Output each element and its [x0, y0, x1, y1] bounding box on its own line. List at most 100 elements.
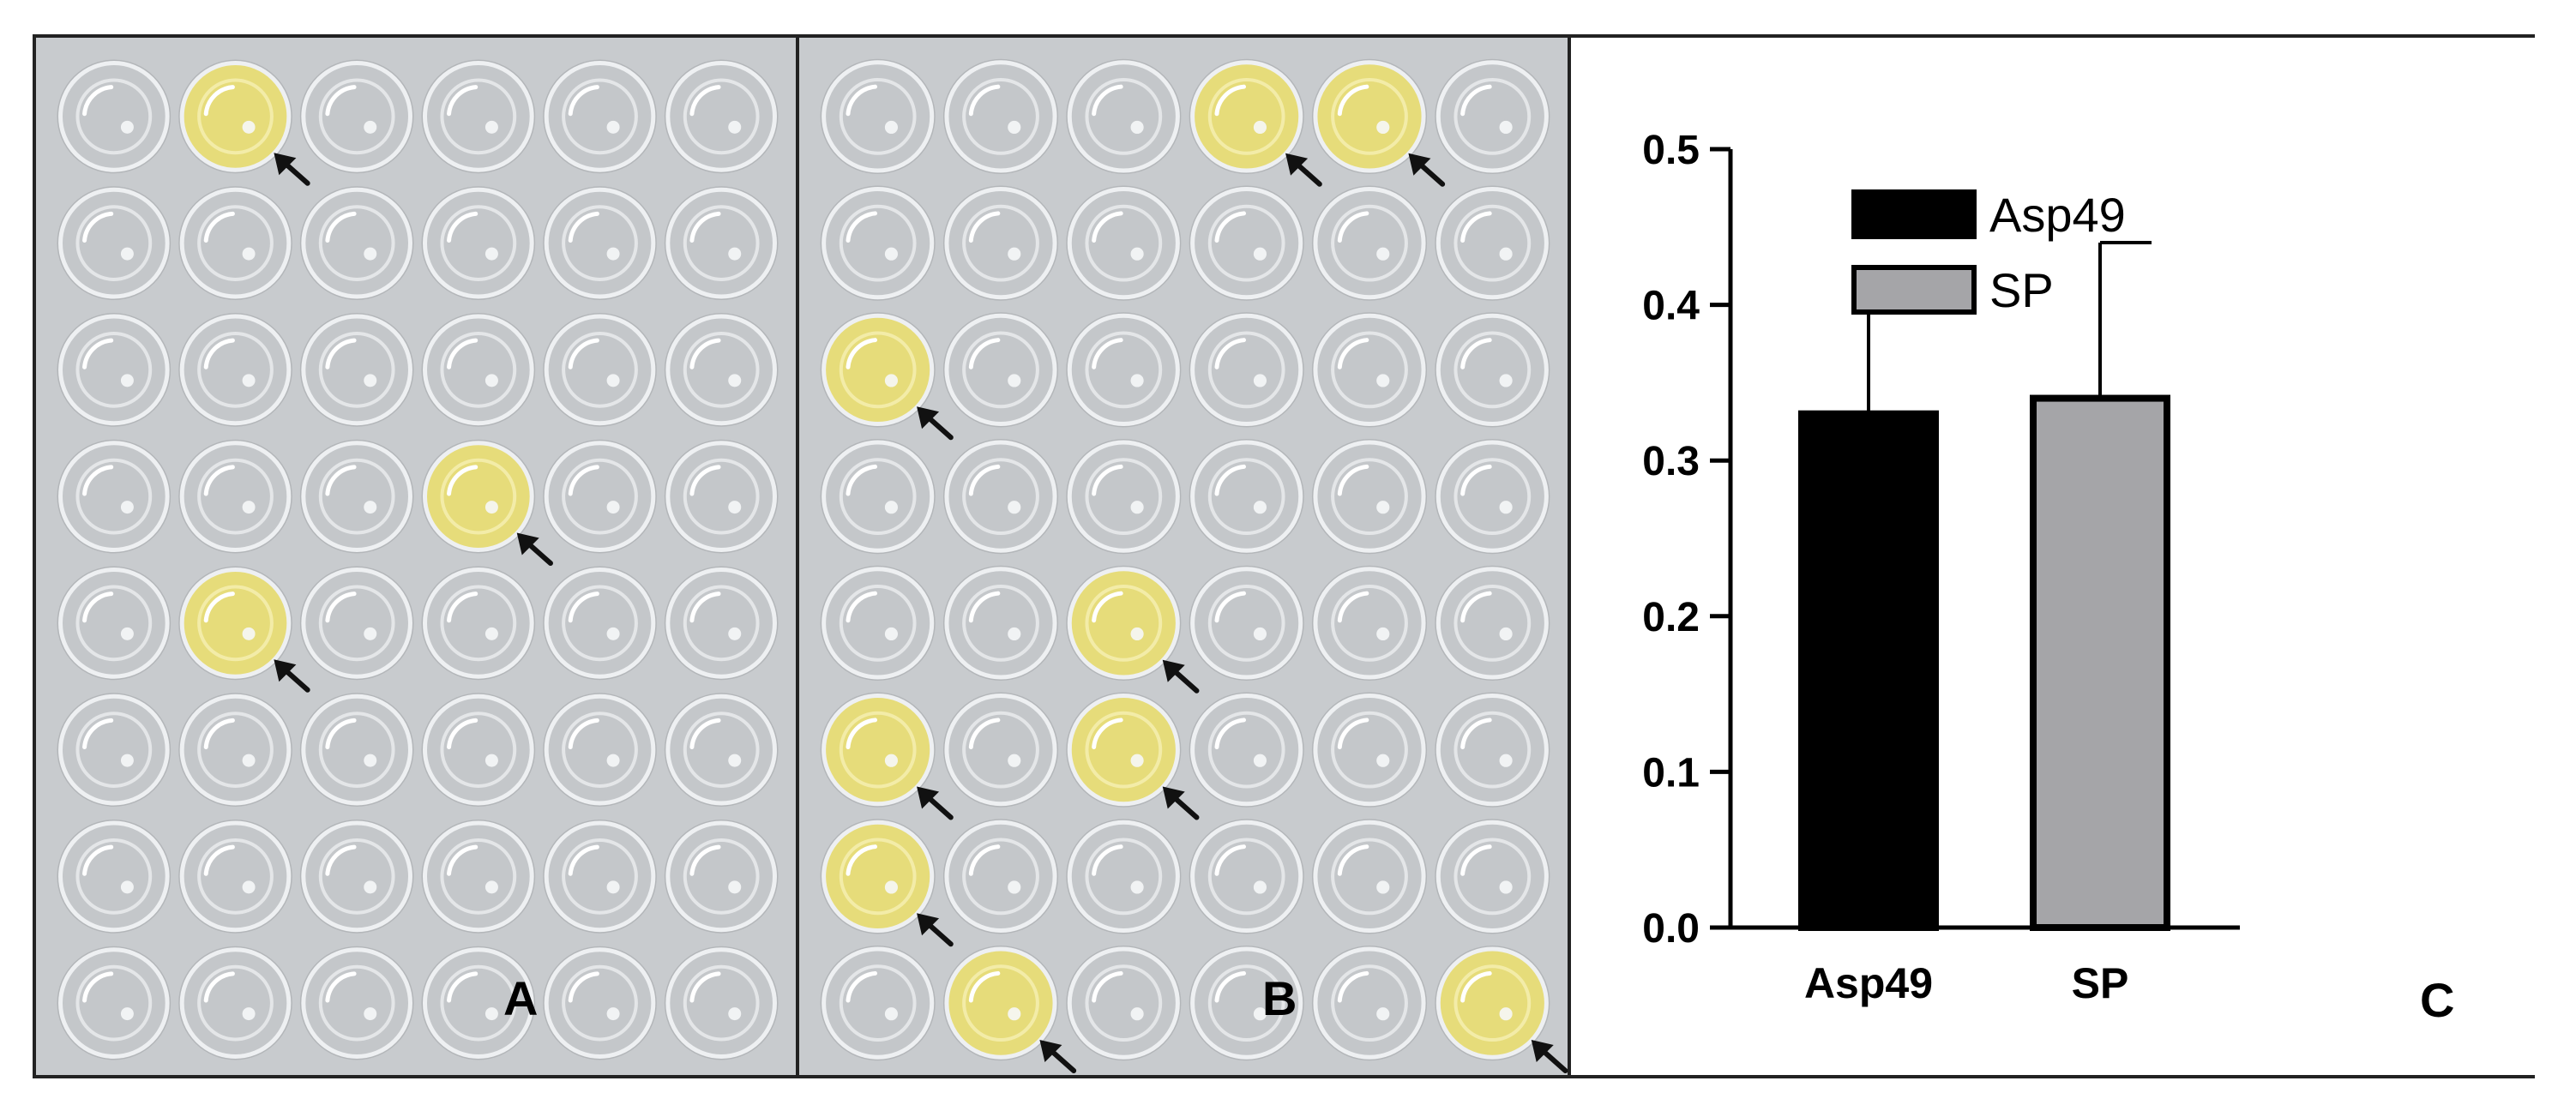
panel-a-well-plate: A [36, 38, 799, 1075]
clear-well [664, 439, 779, 554]
y-tick-label: 0.4 [1642, 284, 1700, 329]
clear-well [664, 566, 779, 681]
clear-well [1189, 185, 1304, 301]
clear-well [942, 58, 1059, 174]
panel-label-a: A [503, 971, 539, 1025]
positive-well [421, 439, 536, 554]
clear-well [942, 819, 1059, 934]
arrow-icon [516, 532, 553, 567]
clear-well [57, 946, 172, 1060]
positive-well [178, 566, 292, 681]
legend-label: Asp49 [1989, 188, 2126, 242]
arrow-icon [1162, 786, 1200, 820]
clear-well [543, 439, 657, 554]
positive-well [820, 312, 936, 428]
clear-well [1311, 185, 1428, 301]
positive-well [1435, 946, 1550, 1061]
clear-well [1189, 439, 1304, 555]
clear-well [299, 439, 414, 554]
positive-well [820, 692, 936, 808]
clear-well [942, 312, 1059, 428]
positive-well [1066, 565, 1182, 681]
clear-well [1066, 58, 1182, 174]
arrow-icon [917, 913, 954, 947]
clear-well [1066, 946, 1182, 1061]
well-plate-b [799, 38, 1568, 1075]
clear-well [1189, 692, 1304, 808]
clear-well [543, 186, 657, 300]
clear-well [1435, 58, 1550, 174]
bar-sp [2030, 394, 2170, 931]
y-tick-label: 0.0 [1642, 906, 1700, 952]
clear-well [1189, 819, 1304, 934]
clear-well [664, 693, 779, 807]
clear-well [1435, 692, 1550, 808]
bar-chart-svg: 0.0 0.1 0.2 0.3 0.4 0.5 Asp49 SP Asp49 SP [1642, 128, 2240, 1007]
clear-well [820, 439, 936, 555]
clear-well [942, 565, 1059, 681]
clear-well [421, 693, 536, 807]
arrow-icon [1285, 153, 1322, 187]
clear-well [421, 566, 536, 681]
clear-well [664, 59, 779, 174]
clear-well [1435, 439, 1550, 555]
figure-frame: A B 0.0 0.1 0.2 0.3 0.4 0.5 Asp49 SP Asp49 SP C [33, 34, 2535, 1078]
clear-well [421, 59, 536, 174]
clear-well [1435, 565, 1550, 681]
clear-well [1066, 819, 1182, 934]
clear-well [1311, 946, 1428, 1061]
positive-well [820, 819, 936, 934]
arrow-icon [1531, 1040, 1568, 1073]
well-plate-b-drawing [799, 38, 1568, 1075]
clear-well [820, 58, 936, 174]
clear-well [1311, 439, 1428, 555]
clear-well [421, 313, 536, 427]
panel-c-chart: 0.0 0.1 0.2 0.3 0.4 0.5 Asp49 SP Asp49 SP C [1571, 38, 2535, 1075]
clear-well [1066, 439, 1182, 555]
arrow-icon [1162, 659, 1200, 694]
clear-well [178, 186, 292, 300]
clear-well [178, 313, 292, 427]
well-plate-a-drawing [36, 38, 796, 1075]
well-plate-a [36, 38, 796, 1075]
positive-well [1066, 692, 1182, 808]
bar-asp49 [1798, 410, 1939, 932]
arrow-icon [1039, 1040, 1077, 1073]
y-tick-label: 0.2 [1642, 595, 1700, 640]
clear-well [178, 820, 292, 934]
legend-swatch [1851, 265, 1977, 315]
clear-well [543, 313, 657, 427]
clear-well [820, 565, 936, 681]
clear-well [1435, 312, 1550, 428]
clear-well [820, 185, 936, 301]
clear-well [299, 820, 414, 934]
clear-well [1189, 946, 1304, 1061]
clear-well [57, 313, 172, 427]
clear-well [57, 820, 172, 934]
positive-well [1189, 58, 1304, 174]
clear-well [178, 946, 292, 1060]
clear-well [57, 59, 172, 174]
y-tick-label: 0.1 [1642, 750, 1700, 796]
y-tick-label: 0.5 [1642, 128, 1700, 173]
clear-well [664, 946, 779, 1060]
clear-well [1311, 819, 1428, 934]
y-tick-label: 0.3 [1642, 439, 1700, 484]
x-tick-label: Asp49 [1804, 959, 1933, 1007]
panel-label-c: C [2420, 973, 2455, 1027]
clear-well [299, 186, 414, 300]
positive-well [178, 59, 292, 174]
arrow-icon [917, 406, 954, 441]
clear-well [543, 693, 657, 807]
clear-well [1311, 692, 1428, 808]
clear-well [1189, 565, 1304, 681]
clear-well [1311, 312, 1428, 428]
positive-well [942, 946, 1059, 1061]
clear-well [1066, 312, 1182, 428]
clear-well [57, 566, 172, 681]
x-tick-label: SP [2072, 959, 2129, 1007]
clear-well [543, 566, 657, 681]
clear-well [299, 566, 414, 681]
clear-well [543, 946, 657, 1060]
clear-well [1066, 185, 1182, 301]
